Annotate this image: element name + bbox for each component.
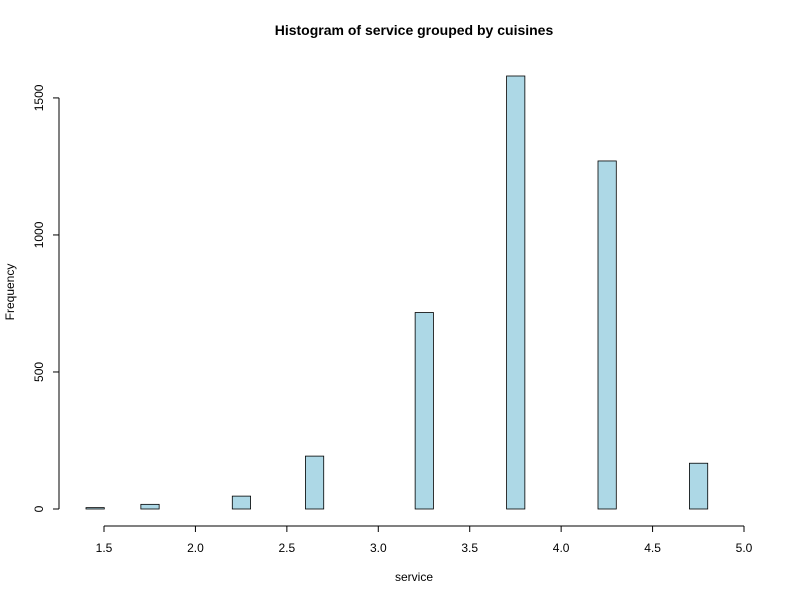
histogram-bar	[140, 503, 160, 510]
x-tick-label: 4.5	[644, 541, 661, 555]
histogram-bar	[305, 455, 325, 510]
x-tick-label: 1.5	[96, 541, 113, 555]
x-tick-label: 2.5	[279, 541, 296, 555]
histogram-bar	[85, 507, 105, 510]
y-axis-label: Frequency	[3, 264, 17, 321]
y-tick-label: 1000	[32, 221, 46, 248]
x-axis-label: service	[395, 570, 433, 584]
x-tick-label: 5.0	[736, 541, 753, 555]
histogram-bar	[506, 75, 526, 510]
x-tick-label: 3.5	[461, 541, 478, 555]
histogram-bar	[597, 160, 617, 510]
y-axis: 0 500 1000 1500	[32, 84, 60, 512]
x-tick-label: 2.0	[187, 541, 204, 555]
x-tick-label: 4.0	[553, 541, 570, 555]
histogram-bar	[414, 312, 434, 510]
histogram-bar	[231, 495, 251, 510]
chart-title: Histogram of service grouped by cuisines	[275, 22, 554, 38]
histogram-bar	[689, 462, 709, 510]
y-tick-label: 0	[32, 505, 46, 512]
y-tick-label: 500	[32, 362, 46, 382]
y-tick-label: 1500	[32, 84, 46, 111]
x-tick-label: 3.0	[370, 541, 387, 555]
x-axis: 1.5 2.0 2.5 3.0 3.5 4.0 4.5 5.0	[96, 525, 753, 555]
bars-group	[85, 75, 709, 510]
